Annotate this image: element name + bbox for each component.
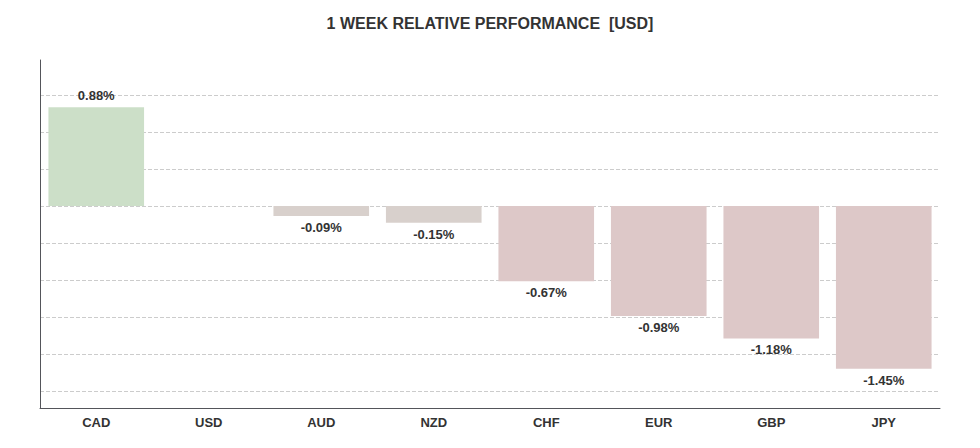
svg-text:0.88%: 0.88%: [78, 88, 115, 103]
svg-text:AUD: AUD: [307, 415, 335, 430]
svg-text:GBP: GBP: [757, 415, 786, 430]
svg-text:-1.18%: -1.18%: [751, 342, 793, 357]
svg-text:CHF: CHF: [533, 415, 560, 430]
svg-text:EUR: EUR: [645, 415, 673, 430]
svg-text:-0.09%: -0.09%: [301, 220, 343, 235]
svg-text:-1.45%: -1.45%: [863, 373, 905, 388]
svg-text:-0.15%: -0.15%: [413, 227, 455, 242]
svg-text:-0.67%: -0.67%: [526, 285, 568, 300]
svg-text:JPY: JPY: [871, 415, 896, 430]
svg-text:1 WEEK RELATIVE PERFORMANCE [: 1 WEEK RELATIVE PERFORMANCE [USD]: [327, 15, 654, 32]
svg-text:NZD: NZD: [420, 415, 447, 430]
svg-text:USD: USD: [195, 415, 222, 430]
svg-text:CAD: CAD: [82, 415, 110, 430]
svg-text:-0.98%: -0.98%: [638, 320, 680, 335]
